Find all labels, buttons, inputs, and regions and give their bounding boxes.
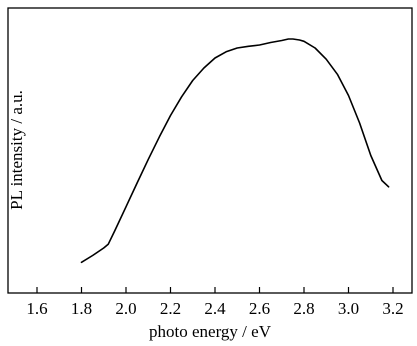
x-axis-tick-labels: 1.6 1.8 2.0 2.2 2.4 2.6 2.8 3.0 3.2 — [26, 299, 403, 318]
x-tick-label: 2.4 — [204, 299, 226, 318]
x-axis-label: photo energy / eV — [149, 322, 272, 341]
plot-frame — [7, 7, 413, 294]
pl-intensity-series-line — [80, 38, 390, 264]
x-axis-ticks — [36, 287, 394, 293]
x-tick-label: 2.8 — [293, 299, 314, 318]
x-tick-label: 2.6 — [249, 299, 270, 318]
x-tick-label: 2.2 — [160, 299, 181, 318]
x-tick-label: 1.6 — [26, 299, 47, 318]
y-axis-label: PL intensity / a.u. — [7, 90, 26, 210]
x-tick-label: 3.0 — [338, 299, 359, 318]
x-tick-label: 1.8 — [71, 299, 92, 318]
x-tick-label: 3.2 — [382, 299, 403, 318]
x-tick-label: 2.0 — [115, 299, 136, 318]
